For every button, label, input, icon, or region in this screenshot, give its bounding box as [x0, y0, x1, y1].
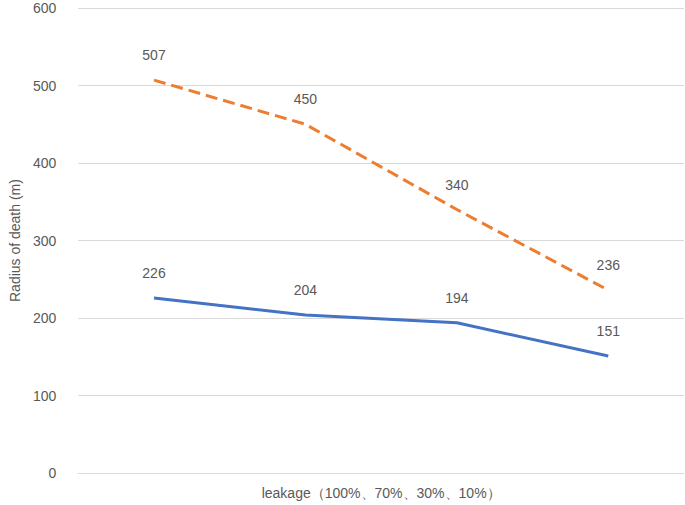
svg-text:0: 0 [48, 465, 56, 481]
svg-text:194: 194 [445, 290, 469, 306]
svg-text:Radius of death (m): Radius of death (m) [7, 179, 23, 302]
svg-text:100: 100 [33, 388, 57, 404]
svg-text:300: 300 [33, 233, 57, 249]
svg-text:507: 507 [142, 47, 166, 63]
svg-text:500: 500 [33, 78, 57, 94]
svg-text:340: 340 [445, 177, 469, 193]
svg-text:400: 400 [33, 155, 57, 171]
svg-text:236: 236 [597, 257, 621, 273]
svg-text:leakage（100%、70%、30%、10%）: leakage（100%、70%、30%、10%） [262, 485, 501, 501]
svg-text:600: 600 [33, 0, 57, 16]
svg-text:226: 226 [142, 265, 166, 281]
svg-text:200: 200 [33, 310, 57, 326]
svg-text:204: 204 [294, 282, 318, 298]
svg-text:450: 450 [294, 91, 318, 107]
svg-text:151: 151 [597, 323, 621, 339]
